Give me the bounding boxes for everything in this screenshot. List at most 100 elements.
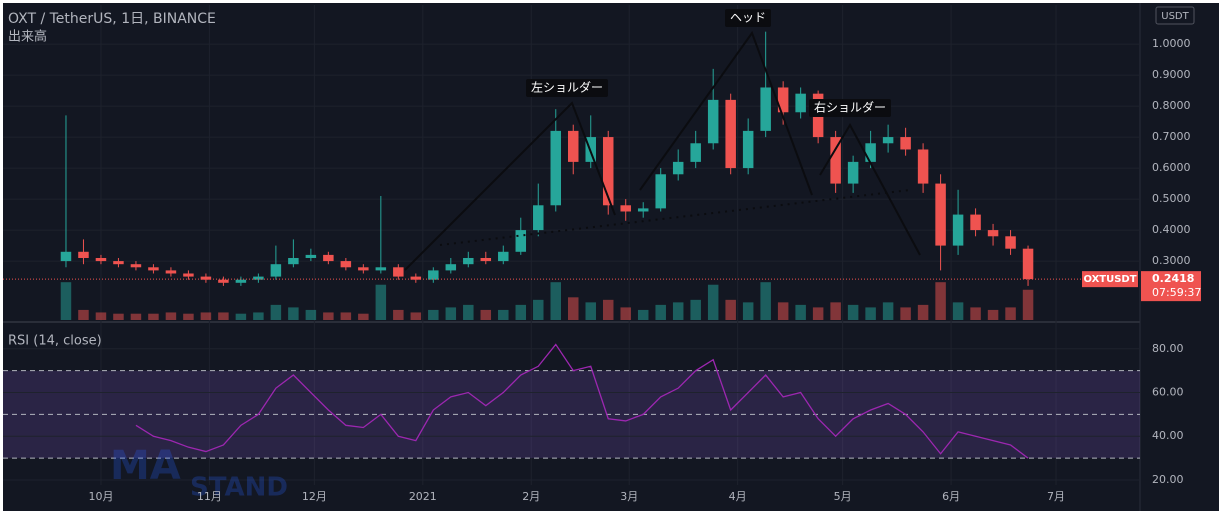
volume-bar [78,309,89,320]
volume-bar [777,302,789,320]
volume-bar [323,312,334,320]
volume-bar [130,313,142,320]
x-tick-label: 7月 [1047,490,1065,503]
y-tick-label: 0.8000 [1152,99,1191,112]
candle-body [690,143,701,162]
pattern-lines [404,30,921,271]
volume-bar [637,309,649,320]
rsi-tick-label: 80.00 [1152,342,1184,355]
x-tick-label: 3月 [620,490,638,503]
volume-bar [288,307,299,320]
volume-bar [725,299,736,320]
candle-body [463,257,474,265]
volume-bar [900,307,911,320]
rsi-label: RSI (14, close) [8,334,102,349]
last-price: 0.2418 [1152,272,1194,285]
candle-body [760,87,771,131]
volume-bar [655,304,666,320]
left-shoulder-line [404,101,616,271]
candle-body [165,270,177,274]
candle-body [620,205,631,212]
volume-bar [218,312,229,320]
candle-body [375,267,387,271]
candle-body [795,93,806,113]
annotation-box [526,79,608,97]
candle-body [445,264,457,271]
y-tick-label: 0.3000 [1152,254,1191,267]
volume-bar [515,304,527,320]
volume-bar [165,312,177,320]
annotation: 左ショルダー [531,80,603,95]
candle-body [952,214,964,246]
candle-body [935,183,946,246]
candle-body [113,261,124,265]
volume-bar [760,282,771,320]
candle-body [865,143,876,162]
candle-body [480,257,492,262]
candle-body [148,267,159,271]
volume-bar [882,302,894,320]
candle-body [987,230,999,237]
volume-bar [253,312,264,320]
chart-title: OXT / TetherUS, 1日, BINANCE [8,11,216,27]
candle-body [742,130,754,169]
volume-bar [970,307,981,320]
volume-bar [375,284,387,320]
volume-bar [568,297,579,320]
volume-bar [463,304,474,320]
annotation-box [809,99,891,117]
candle-body [847,161,859,184]
rsi-tick-label: 40.00 [1152,429,1184,442]
candle-body [707,99,719,144]
volume-bar [410,312,422,320]
candle-body [550,130,562,206]
currency-box[interactable] [1155,6,1195,25]
volume-bar [498,309,509,320]
volume-bar [812,307,824,320]
annotation: ヘッド [730,11,766,25]
volume-bar [742,302,754,320]
candle-body [777,87,789,113]
volume-bar [917,304,929,320]
candle-body [78,251,89,258]
rsi-tick-label: 60.00 [1152,386,1184,399]
volume-bar [200,312,212,320]
candle-body [358,267,369,271]
x-tick-label: 5月 [834,490,852,503]
volume-bar [602,299,614,320]
volume-bar [113,313,124,320]
x-tick-label: 6月 [942,490,960,503]
y-tick-label: 1.0000 [1152,37,1191,50]
volume-bar [952,302,964,320]
candle-body [568,130,579,162]
watermark: STAND [190,473,288,503]
right-shoulder-line [819,122,921,256]
volume-bar [865,307,876,320]
candle-body [393,267,404,277]
symbol-tag [1082,271,1138,288]
annotation: 右ショルダー [814,100,886,115]
volume-bar [550,282,562,320]
rsi-line [135,343,1029,459]
y-tick-label: 0.7000 [1152,130,1191,143]
candle-body [830,137,841,184]
neckline [439,189,911,246]
candle-body [305,254,317,258]
volume-bar [935,282,946,320]
candle-body [1022,248,1034,280]
volume-bar [445,307,457,320]
candle-body [970,214,981,231]
candle-body [60,251,72,262]
countdown: 07:59:37 [1152,286,1201,299]
candle-body [672,161,684,175]
volume-bar [1005,307,1016,320]
candle-body [637,208,649,212]
candle-body [917,149,929,184]
volume-bar [707,284,719,320]
candle-body [428,270,439,280]
candle-body [130,264,142,268]
volume-bar [533,299,544,320]
x-tick-label: 10月 [88,490,113,503]
volume-label: 出来高 [8,29,47,45]
